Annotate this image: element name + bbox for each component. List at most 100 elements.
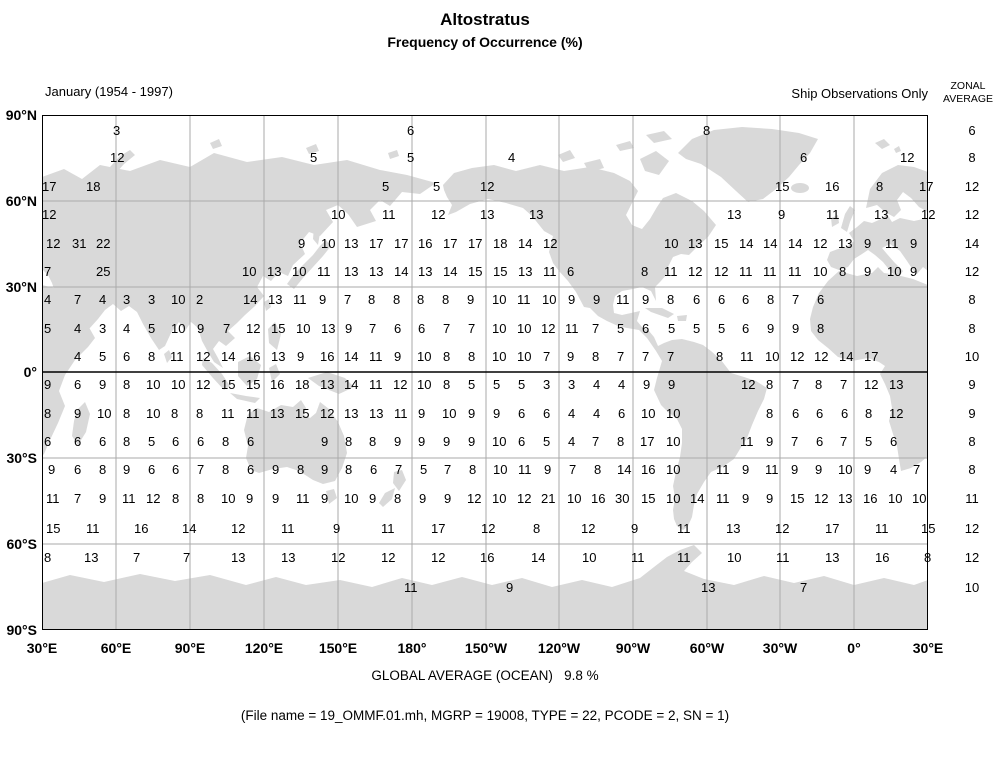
grid-value: 16: [270, 376, 285, 392]
grid-value: 9: [418, 433, 426, 449]
grid-value: 6: [816, 433, 824, 449]
grid-value: 9: [568, 291, 576, 307]
grid-value: 8: [839, 263, 847, 279]
grid-value: 9: [99, 376, 107, 392]
grid-value: 6: [74, 433, 82, 449]
grid-value: 8: [172, 490, 180, 506]
grid-value: 8: [123, 376, 131, 392]
zonal-average-value: 11: [965, 490, 979, 506]
grid-value: 9: [272, 461, 280, 477]
grid-value: 8: [766, 405, 774, 421]
grid-value: 8: [767, 291, 775, 307]
grid-value: 10: [517, 320, 532, 336]
grid-value: 15: [468, 263, 483, 279]
grid-value: 15: [46, 520, 61, 536]
island-svalbard: [875, 139, 901, 153]
grid-value: 12: [790, 348, 805, 364]
grid-value: 7: [344, 291, 352, 307]
grid-value: 6: [74, 461, 82, 477]
grid-value: 8: [442, 291, 450, 307]
grid-value: 5: [518, 376, 526, 392]
grid-value: 7: [592, 320, 600, 336]
grid-value: 6: [407, 122, 415, 138]
grid-value: 13: [369, 263, 384, 279]
grid-value: 14: [763, 235, 778, 251]
grid-value: 10: [417, 376, 432, 392]
grid-value: 12: [110, 149, 125, 165]
grid-value: 9: [506, 579, 514, 595]
grid-value: 6: [247, 461, 255, 477]
island-sri-lanka: [164, 350, 172, 363]
grid-value: 7: [443, 320, 451, 336]
grid-value: 10: [813, 263, 828, 279]
x-tick-label: 90°E: [174, 640, 206, 656]
grid-value: 18: [86, 178, 101, 194]
grid-value: 12: [921, 206, 936, 222]
grid-value: 8: [368, 291, 376, 307]
grid-value: 14: [531, 549, 546, 565]
grid-value: 17: [919, 178, 934, 194]
grid-value: 13: [84, 549, 99, 565]
grid-value: 9: [668, 376, 676, 392]
grid-value: 9: [319, 291, 327, 307]
island-great-britain: [841, 206, 855, 232]
grid-value: 15: [246, 376, 261, 392]
grid-value: 8: [222, 433, 230, 449]
grid-value: 9: [593, 291, 601, 307]
zonal-average-value: 8: [968, 433, 976, 449]
grid-value: 10: [171, 291, 186, 307]
period-label: January (1954 - 1997): [45, 84, 173, 99]
grid-value: 13: [321, 320, 336, 336]
grid-value: 11: [543, 263, 557, 279]
grid-value: 8: [443, 376, 451, 392]
grid-value: 10: [146, 376, 161, 392]
grid-value: 10: [171, 320, 186, 336]
grid-value: 9: [345, 320, 353, 336]
grid-value: 11: [293, 291, 307, 307]
grid-value: 10: [542, 291, 557, 307]
grid-value: 5: [668, 320, 676, 336]
grid-value: 7: [444, 461, 452, 477]
grid-value: 6: [890, 433, 898, 449]
grid-value: 7: [913, 461, 921, 477]
grid-value: 16: [825, 178, 840, 194]
grid-value: 14: [443, 263, 458, 279]
grid-value: 9: [297, 348, 305, 364]
grid-value: 4: [123, 320, 131, 336]
grid-value: 9: [467, 291, 475, 307]
y-tick-label: 30°S: [6, 450, 37, 466]
island-ireland: [831, 215, 839, 227]
grid-value: 8: [345, 433, 353, 449]
grid-value: 9: [333, 520, 341, 536]
grid-value: 12: [42, 206, 57, 222]
grid-value: 8: [667, 291, 675, 307]
island-greenland: [678, 127, 818, 202]
grid-value: 10: [321, 235, 336, 251]
x-tick-label: 0°: [847, 640, 861, 656]
grid-value: 15: [641, 490, 656, 506]
grid-value: 6: [172, 461, 180, 477]
grid-value: 9: [791, 461, 799, 477]
grid-value: 11: [740, 433, 754, 449]
grid-value: 10: [146, 405, 161, 421]
grid-value: 13: [529, 206, 544, 222]
island-devon: [616, 141, 634, 151]
island-sumatra: [202, 358, 230, 390]
grid-value: 12: [814, 348, 829, 364]
zonal-average-value: 12: [964, 549, 980, 565]
grid-value: 7: [642, 348, 650, 364]
grid-value: 9: [544, 461, 552, 477]
grid-value: 10: [242, 263, 257, 279]
grid-value: 9: [767, 320, 775, 336]
grid-value: 17: [825, 520, 840, 536]
grid-value: 15: [493, 263, 508, 279]
grid-value: 10: [912, 490, 927, 506]
island-sulawesi: [269, 364, 280, 382]
y-tick-label: 90°N: [5, 107, 37, 123]
grid-value: 16: [863, 490, 878, 506]
grid-value: 6: [543, 405, 551, 421]
x-tick-label: 30°E: [26, 640, 58, 656]
grid-value: 5: [543, 433, 551, 449]
grid-value: 8: [766, 376, 774, 392]
grid-value: 13: [838, 235, 853, 251]
